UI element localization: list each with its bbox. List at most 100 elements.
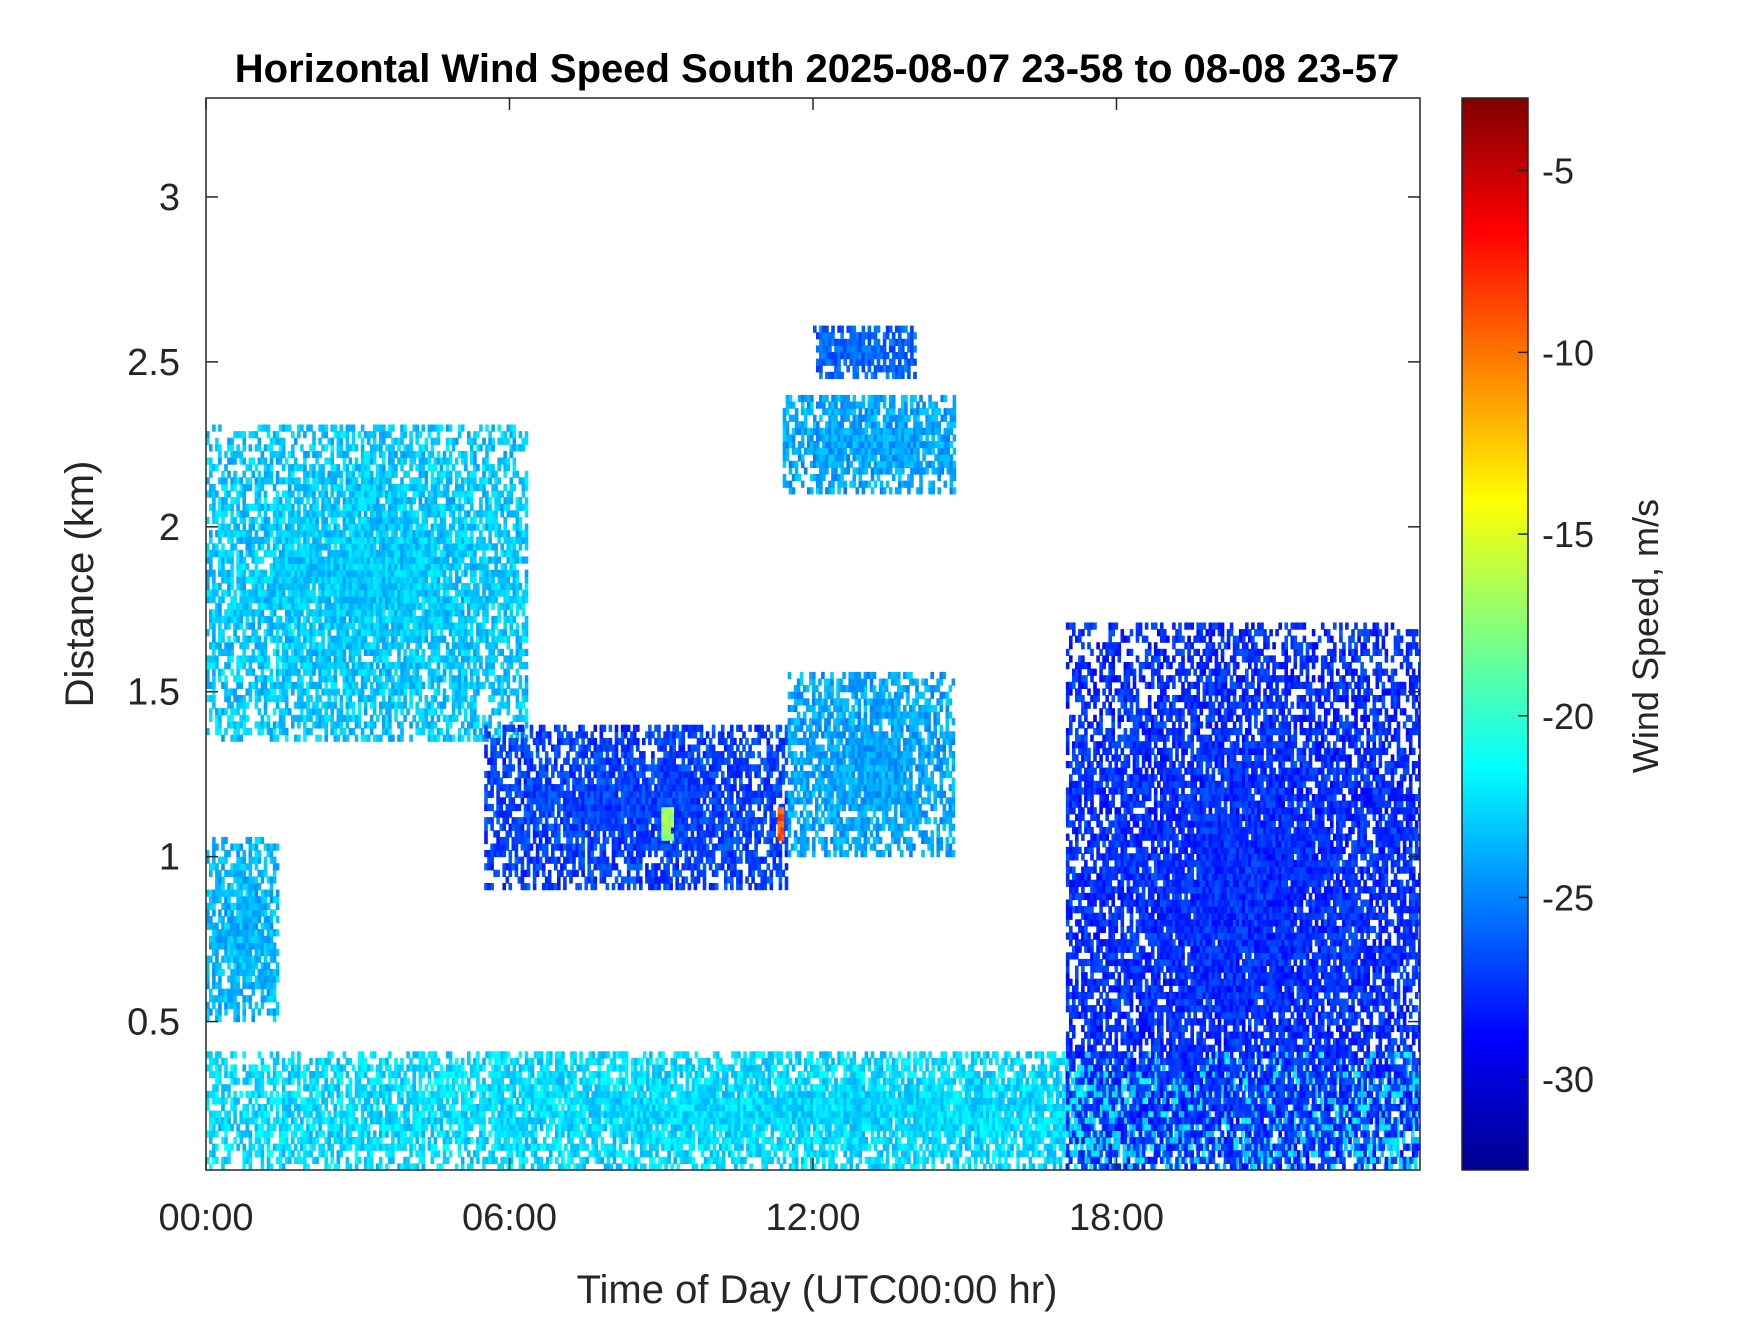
heatmap-cell bbox=[260, 1084, 265, 1092]
heatmap-cell bbox=[527, 1117, 532, 1125]
heatmap-cell bbox=[309, 1084, 313, 1092]
heatmap-cell bbox=[755, 1077, 759, 1085]
heatmap-cell bbox=[606, 1163, 611, 1170]
heatmap-cell bbox=[518, 1137, 523, 1145]
heatmap-cell bbox=[1049, 1097, 1054, 1105]
heatmap-cell bbox=[852, 1077, 857, 1085]
heatmap-cell bbox=[533, 1090, 538, 1098]
heatmap-cell bbox=[445, 1110, 450, 1118]
heatmap-cell bbox=[661, 1097, 665, 1105]
heatmap-cell bbox=[303, 1097, 307, 1105]
heatmap-cell bbox=[448, 1137, 453, 1145]
heatmap-cell bbox=[1128, 1150, 1133, 1158]
heatmap-cell bbox=[670, 1143, 674, 1151]
heatmap-cell bbox=[594, 1071, 599, 1079]
heatmap-cell bbox=[594, 1090, 599, 1098]
heatmap-cell bbox=[585, 1143, 589, 1151]
heatmap-cell bbox=[1389, 1143, 1394, 1151]
heatmap-cell bbox=[591, 1104, 595, 1112]
heatmap-cell bbox=[734, 1123, 738, 1131]
heatmap-cell bbox=[379, 1137, 383, 1145]
heatmap-cell bbox=[691, 1163, 696, 1170]
heatmap-cell bbox=[570, 1110, 574, 1118]
heatmap-cell bbox=[351, 1110, 356, 1118]
heatmap-cell bbox=[737, 1123, 741, 1131]
heatmap-cell bbox=[819, 1077, 823, 1085]
heatmap-cell bbox=[955, 1097, 960, 1105]
heatmap-cell bbox=[530, 1057, 535, 1066]
heatmap-cell bbox=[949, 1057, 954, 1066]
heatmap-cell bbox=[986, 1150, 990, 1158]
heatmap-cell bbox=[297, 1057, 301, 1066]
heatmap-cell bbox=[867, 1117, 872, 1125]
heatmap-cell bbox=[573, 1071, 577, 1079]
heatmap-cell bbox=[806, 1071, 811, 1079]
heatmap-cell bbox=[1040, 1110, 1045, 1118]
heatmap-cell bbox=[357, 1137, 362, 1145]
heatmap-cell bbox=[291, 1117, 295, 1125]
heatmap-cell bbox=[397, 1137, 401, 1145]
heatmap-cell bbox=[676, 1143, 680, 1151]
heatmap-cell bbox=[400, 1123, 404, 1131]
heatmap-cell bbox=[473, 1117, 477, 1125]
heatmap-cell bbox=[767, 1117, 772, 1125]
heatmap-cell bbox=[767, 1104, 772, 1112]
heatmap-cell bbox=[379, 1077, 383, 1085]
heatmap-cell bbox=[894, 1150, 899, 1158]
heatmap-cell bbox=[430, 1104, 435, 1112]
heatmap-cell bbox=[813, 1090, 817, 1098]
heatmap-cell bbox=[245, 1150, 250, 1158]
heatmap-cell bbox=[415, 1090, 419, 1098]
heatmap-cell bbox=[309, 1104, 313, 1112]
heatmap-cell bbox=[433, 1051, 438, 1059]
heatmap-cell bbox=[721, 1071, 726, 1079]
heatmap-cell bbox=[703, 1110, 708, 1118]
heatmap-cell bbox=[266, 1071, 271, 1079]
heatmap-cell bbox=[806, 1057, 811, 1066]
heatmap-cell bbox=[521, 1130, 526, 1138]
heatmap-cell bbox=[479, 1137, 483, 1145]
heatmap-cell bbox=[816, 1097, 820, 1105]
heatmap-cell bbox=[712, 1071, 717, 1079]
heatmap-cell bbox=[995, 1137, 999, 1145]
heatmap-cell bbox=[397, 1130, 401, 1138]
heatmap-cell bbox=[357, 1090, 362, 1098]
heatmap-cell bbox=[533, 1110, 538, 1118]
heatmap-cell bbox=[385, 1090, 389, 1098]
heatmap-cell bbox=[600, 1071, 605, 1079]
heatmap-cell bbox=[643, 1117, 647, 1125]
heatmap-cell bbox=[603, 1071, 608, 1079]
heatmap-cell bbox=[545, 1097, 550, 1105]
heatmap-cell bbox=[558, 1051, 562, 1059]
heatmap-cell bbox=[348, 1110, 353, 1118]
heatmap-cell bbox=[694, 1077, 699, 1085]
heatmap-cell bbox=[731, 1090, 735, 1098]
heatmap-cell bbox=[1031, 1077, 1036, 1085]
heatmap-cell bbox=[734, 1097, 738, 1105]
heatmap-cell bbox=[858, 1084, 863, 1092]
heatmap-cell bbox=[473, 1064, 477, 1072]
heatmap-cell bbox=[448, 1123, 453, 1131]
heatmap-cell bbox=[670, 1057, 674, 1066]
heatmap-cell bbox=[460, 1104, 465, 1112]
heatmap-cell bbox=[734, 1156, 738, 1164]
heatmap-cell bbox=[555, 1143, 559, 1151]
heatmap-cell bbox=[391, 1071, 395, 1079]
plot-area bbox=[205, 97, 1421, 1171]
heatmap-cell bbox=[291, 1064, 295, 1072]
heatmap-cell bbox=[561, 1163, 565, 1170]
heatmap-cell bbox=[849, 1077, 853, 1085]
heatmap-cell bbox=[679, 1097, 684, 1105]
heatmap-cell bbox=[855, 1084, 860, 1092]
heatmap-cell bbox=[1016, 1143, 1020, 1151]
heatmap-cell bbox=[816, 1064, 820, 1072]
heatmap-cell bbox=[955, 1064, 960, 1072]
heatmap-cell bbox=[281, 1084, 286, 1092]
heatmap-cell bbox=[670, 1097, 674, 1105]
heatmap-cell bbox=[1007, 1077, 1011, 1085]
heatmap-cell bbox=[782, 1110, 787, 1118]
heatmap-cell bbox=[418, 1057, 423, 1066]
heatmap-cell bbox=[366, 1090, 371, 1098]
heatmap-cell bbox=[998, 1123, 1002, 1131]
heatmap-cell bbox=[907, 1057, 911, 1066]
